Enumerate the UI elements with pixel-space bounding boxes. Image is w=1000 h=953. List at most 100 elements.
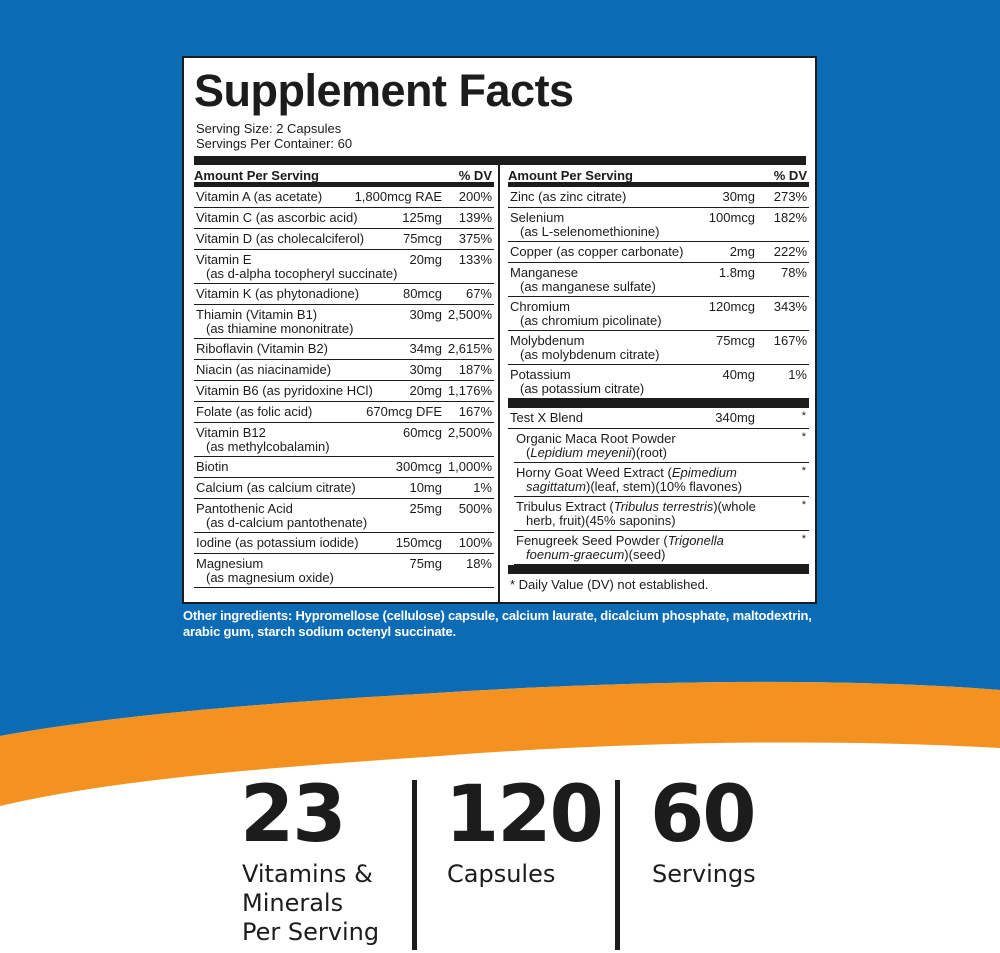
nutrient-name: Niacin (as niacinamide) (196, 362, 332, 377)
nutrient-dv: 2,615% (447, 341, 492, 356)
nutrient-dv: 500% (458, 501, 492, 516)
nutrient-amount: 75mcg (715, 333, 755, 348)
blend-dv: * (801, 410, 806, 422)
ingredient-text: Horny Goat Weed Extract ( (516, 465, 672, 480)
nutrient-dv: 200% (458, 189, 492, 204)
nutrient-source: (as magnesium oxide) (206, 570, 334, 585)
nutrient-amount: 75mcg (402, 231, 442, 246)
dv-label: % DV (458, 168, 492, 183)
right-column-header: Amount Per Serving % DV (508, 165, 809, 187)
nutrient-amount: 75mg (409, 556, 442, 571)
nutrient-row: Vitamin E (as d-alpha tocopheryl succinat… (194, 250, 494, 284)
nutrient-dv: 139% (458, 210, 492, 225)
nutrient-amount: 80mcg (402, 286, 442, 301)
nutrient-amount: 150mcg (395, 535, 442, 550)
nutrient-row: Chromium (as chromium picolinate) 120mcg 34… (508, 297, 809, 331)
orange-swoosh (0, 681, 1000, 806)
nutrient-dv: 222% (773, 244, 807, 259)
nutrient-name: Pantothenic Acid (196, 501, 293, 516)
nutrient-amount: 60mcg (402, 425, 442, 440)
ingredient-line-2: foenum-graecum)(seed) (514, 548, 809, 562)
left-column-header: Amount Per Serving % DV (194, 165, 494, 187)
nutrient-name: Manganese (510, 265, 578, 280)
nutrient-dv: 1,176% (447, 383, 492, 398)
stat-vitamins-number: 23 (240, 770, 347, 860)
supplement-facts-panel: Supplement Facts Serving Size: 2 Capsule… (182, 56, 817, 604)
nutrient-amount: 670mcg DFE (366, 404, 442, 419)
nutrient-row: Vitamin A (as acetate) 1,800mcg RAE 200% (194, 187, 494, 208)
ingredient-dv: * (801, 533, 806, 545)
serving-size: Serving Size: 2 Capsules (196, 121, 342, 136)
amount-per-serving-label: Amount Per Serving (508, 168, 633, 183)
nutrient-source: (as d-calcium pantothenate) (206, 515, 368, 530)
blend-name: Test X Blend (510, 410, 583, 425)
nutrient-amount: 1,800mcg RAE (354, 189, 442, 204)
nutrient-row: Iodine (as potassium iodide) 150mcg 100% (194, 533, 494, 554)
top-thick-rule (194, 156, 806, 165)
ingredient-latin-name: sagittatum (526, 479, 586, 494)
ingredient-text: )(leaf, stem)(10% flavones) (585, 479, 743, 494)
nutrient-name: Selenium (510, 210, 565, 225)
ingredient-latin-name: Epimedium (671, 465, 737, 480)
nutrient-source: (as d-alpha tocopheryl succinate) (206, 266, 398, 281)
stat-servings-label: Servings (652, 860, 756, 888)
nutrient-name: Vitamin A (as acetate) (196, 189, 323, 204)
blend-ingredient-row: Horny Goat Weed Extract (Epimedium sagitt… (514, 463, 809, 497)
nutrient-amount: 20mg (409, 252, 442, 267)
nutrient-row: Molybdenum (as molybdenum citrate) 75mcg 16… (508, 331, 809, 365)
daily-value-footnote: * Daily Value (DV) not established. (510, 577, 709, 592)
nutrient-amount: 30mg (409, 362, 442, 377)
nutrient-name: Calcium (as calcium citrate) (196, 480, 356, 495)
nutrient-source: (as methylcobalamin) (206, 439, 330, 454)
nutrient-source: (as L-selenomethionine) (520, 224, 660, 239)
nutrient-name: Chromium (510, 299, 570, 314)
nutrient-dv: 182% (773, 210, 807, 225)
nutrient-amount: 40mg (722, 367, 755, 382)
other-ingredients: Other ingredients: Hypromellose (cellulo… (183, 608, 812, 639)
nutrient-row: Folate (as folic acid) 670mcg DFE 167% (194, 402, 494, 423)
ingredient-text: Fenugreek Seed Powder ( (516, 533, 668, 548)
nutrient-amount: 125mg (402, 210, 442, 225)
servings-per-container: Servings Per Container: 60 (196, 136, 353, 151)
ingredient-text: ( (526, 445, 531, 460)
nutrient-row: Zinc (as zinc citrate) 30mg 273% (508, 187, 809, 208)
nutrient-dv: 273% (773, 189, 807, 204)
nutrient-row: Vitamin B12 (as methylcobalamin) 60mcg 2,50… (194, 423, 494, 457)
ingredient-latin-name: Trigonella (667, 533, 724, 548)
serving-info: Serving Size: 2 Capsules Servings Per Co… (196, 121, 352, 151)
ingredient-text: )(root) (631, 445, 667, 460)
nutrient-dv: 100% (458, 535, 492, 550)
ingredient-text: herb, fruit)(45% saponins) (526, 513, 676, 528)
nutrient-amount: 25mg (409, 501, 442, 516)
column-divider (498, 156, 500, 602)
ingredient-dv: * (801, 431, 806, 443)
nutrient-name: Iodine (as potassium iodide) (196, 535, 359, 550)
blend-row: Test X Blend 340mg * (508, 408, 809, 429)
blend-amount: 340mg (715, 410, 755, 425)
ingredient-text: Tribulus Extract ( (516, 499, 614, 514)
nutrient-name: Vitamin B12 (196, 425, 266, 440)
nutrient-name: Potassium (510, 367, 571, 382)
nutrient-name: Vitamin D (as cholecalciferol) (196, 231, 365, 246)
ingredient-latin-name: Tribulus terrestris (613, 499, 714, 514)
stat-capsules-number: 120 (445, 770, 604, 860)
ingredient-line-1: Horny Goat Weed Extract (Epimedium (514, 466, 809, 480)
nutrient-dv: 133% (458, 252, 492, 267)
nutrient-amount: 30mg (722, 189, 755, 204)
left-column: Amount Per Serving % DV Vitamin A (as ac… (194, 165, 494, 588)
nutrient-name: Vitamin E (196, 252, 252, 267)
nutrient-row: Vitamin K (as phytonadione) 80mcg 67% (194, 284, 494, 305)
nutrient-row: Manganese (as manganese sulfate) 1.8mg 78% (508, 263, 809, 297)
nutrient-dv: 78% (780, 265, 807, 280)
nutrient-source: (as molybdenum citrate) (520, 347, 660, 362)
nutrient-dv: 1% (473, 480, 492, 495)
nutrient-row: Calcium (as calcium citrate) 10mg 1% (194, 478, 494, 499)
nutrient-name: Folate (as folic acid) (196, 404, 313, 419)
nutrient-source: (as manganese sulfate) (520, 279, 656, 294)
nutrient-amount: 2mg (729, 244, 755, 259)
panel-title: Supplement Facts (194, 65, 574, 116)
ingredient-latin-name: Lepidium meyenii (530, 445, 632, 460)
nutrient-row: Vitamin B6 (as pyridoxine HCl) 20mg 1,176% (194, 381, 494, 402)
stat-capsules-label: Capsules (447, 860, 556, 888)
nutrient-amount: 100mcg (708, 210, 755, 225)
